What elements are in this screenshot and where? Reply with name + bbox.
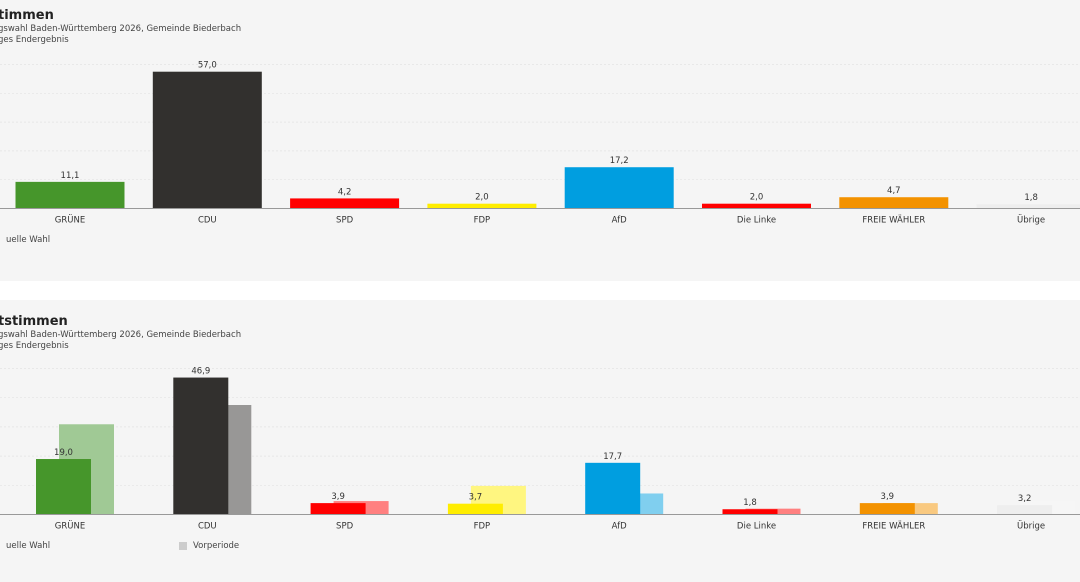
- bar-grüne: [36, 459, 91, 515]
- category-label: CDU: [198, 522, 217, 532]
- bar-cdu: [152, 71, 262, 209]
- chart-result-status: ges Endergebnis: [0, 35, 69, 45]
- bar-übrige: [976, 204, 1080, 209]
- legend-current-election[interactable]: uelle Wahl: [0, 235, 50, 245]
- bar-cdu: [173, 377, 229, 515]
- value-label: 1,8: [743, 498, 757, 508]
- value-label: 1,8: [1024, 193, 1038, 203]
- category-label: GRÜNE: [55, 215, 85, 226]
- chart-subtitle: gswahl Baden-Württemberg 2026, Gemeinde …: [0, 330, 242, 340]
- legend-label-previous: Vorperiode: [193, 541, 240, 551]
- value-label: 17,2: [610, 156, 629, 166]
- bar-spd: [290, 198, 400, 209]
- bar-fdp: [427, 203, 537, 209]
- value-label: 19,0: [54, 448, 73, 458]
- bar-afd: [585, 462, 641, 515]
- bar-übrige: [997, 505, 1053, 515]
- legend-previous-period[interactable]: Vorperiode: [179, 541, 239, 551]
- chart-subtitle: gswahl Baden-Württemberg 2026, Gemeinde …: [0, 24, 242, 34]
- value-label: 46,9: [191, 367, 210, 377]
- value-label: 3,9: [331, 492, 345, 502]
- chart-result-status: ges Endergebnis: [0, 341, 69, 351]
- chart-title: timmen: [0, 8, 54, 23]
- category-label: Übrige: [1017, 215, 1045, 226]
- category-label: FREIE WÄHLER: [862, 521, 925, 532]
- value-label: 11,1: [61, 171, 80, 181]
- value-label: 4,2: [338, 187, 352, 197]
- category-label: FDP: [474, 216, 491, 226]
- value-label: 17,7: [603, 452, 622, 462]
- legend-current-election[interactable]: uelle Wahl: [0, 541, 50, 551]
- bar-afd: [564, 167, 674, 209]
- bar-spd: [310, 503, 366, 515]
- value-label: 2,0: [750, 193, 764, 203]
- bar-grüne: [15, 181, 125, 209]
- second-vote-bar-chart: 19,0 GRÜNE 46,9 CDU 3,9 SPD 3,7 FDP 17,7 AfD 1,8 Di…: [0, 367, 1080, 532]
- category-label: SPD: [336, 216, 354, 226]
- value-label: 3,9: [881, 492, 895, 502]
- value-label: 57,0: [198, 61, 217, 71]
- category-label: FREIE WÄHLER: [862, 215, 925, 226]
- bar-die-linke: [702, 203, 811, 209]
- value-label: 2,0: [475, 193, 489, 203]
- value-label: 3,2: [1018, 494, 1032, 504]
- value-label: 4,7: [887, 186, 901, 196]
- legend-label-current: uelle Wahl: [6, 541, 51, 551]
- category-label: Übrige: [1017, 521, 1045, 532]
- bar-freie-wähler: [839, 197, 949, 209]
- chart-title: tstimmen: [0, 314, 68, 329]
- category-label: AfD: [612, 216, 628, 226]
- category-label: Die Linke: [737, 216, 776, 226]
- category-label: AfD: [612, 522, 628, 532]
- bar-freie-wähler: [859, 503, 915, 515]
- category-label: GRÜNE: [55, 521, 85, 532]
- legend-swatch-previous: [179, 542, 187, 550]
- category-label: FDP: [474, 522, 491, 532]
- bar-die-linke: [722, 509, 778, 515]
- category-label: Die Linke: [737, 522, 776, 532]
- category-label: CDU: [198, 216, 217, 226]
- bar-fdp: [447, 503, 503, 515]
- first-vote-bar-chart: 11,1 GRÜNE 57,0 CDU 4,2 SPD 2,0 FDP 17,2 AfD 2,0 Di…: [0, 61, 1080, 226]
- value-label: 3,7: [469, 493, 483, 503]
- category-label: SPD: [336, 522, 354, 532]
- legend-label-current: uelle Wahl: [6, 235, 51, 245]
